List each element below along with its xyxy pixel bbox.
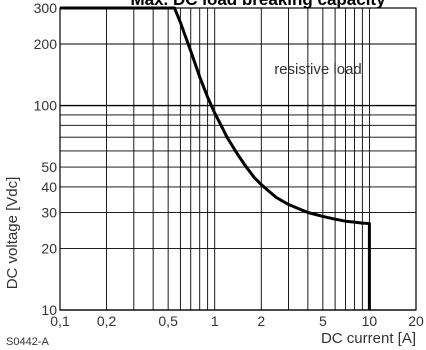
y-tick-label: 50 <box>41 159 57 175</box>
x-tick-label: 10 <box>362 313 378 329</box>
x-tick-label: 1 <box>211 313 219 329</box>
x-tick-label: 2 <box>257 313 265 329</box>
y-tick-label: 200 <box>34 36 58 52</box>
plot-frame <box>59 7 417 311</box>
annotation-resistive-load: resistive load <box>274 61 362 78</box>
y-tick-label: 40 <box>41 179 57 195</box>
y-tick-label: 100 <box>34 98 58 114</box>
chart-title: Max. DC load breaking capacity <box>130 0 386 9</box>
y-tick-label: 10 <box>41 302 57 318</box>
x-tick-label: 0,1 <box>50 313 70 329</box>
y-tick-label: 300 <box>34 0 58 16</box>
y-tick-label: 20 <box>41 240 57 256</box>
x-tick-label: 5 <box>319 313 327 329</box>
x-tick-label: 20 <box>408 313 424 329</box>
series-line <box>60 6 371 310</box>
y-tick-labels: 10 20 30 40 50 100 200 300 <box>34 0 58 318</box>
x-tick-label: 0,2 <box>97 313 117 329</box>
x-tick-labels: 0,1 0,2 0,5 1 2 5 10 20 <box>50 313 424 329</box>
y-tick-label: 30 <box>41 204 57 220</box>
y-axis-label: DC voltage [Vdc] <box>4 177 21 290</box>
grid-lines <box>59 7 417 311</box>
figure-code: S0442-A <box>6 336 49 348</box>
x-axis-label: DC current [A] <box>321 330 416 347</box>
x-tick-label: 0,5 <box>158 313 178 329</box>
